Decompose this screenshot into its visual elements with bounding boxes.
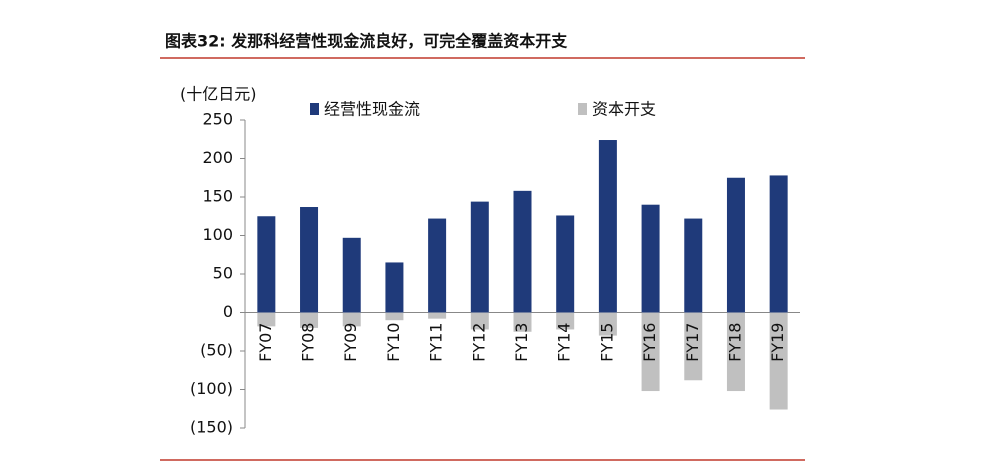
legend-label: 资本开支 <box>592 100 656 119</box>
legend-swatch <box>578 103 587 115</box>
bar <box>641 204 660 313</box>
x-tick-label: FY16 <box>640 323 659 362</box>
x-tick-label: FY14 <box>555 323 574 362</box>
bar <box>726 312 745 392</box>
chart-title: 图表32: 发那科经营性现金流良好，可完全覆盖资本开支 <box>165 32 568 51</box>
x-tick-label: FY13 <box>512 323 531 362</box>
y-tick-label: (150) <box>190 418 233 437</box>
bar <box>428 218 447 313</box>
bar <box>257 312 276 327</box>
y-tick-label: 0 <box>223 302 233 321</box>
x-tick-label: FY18 <box>725 323 744 362</box>
bar <box>342 237 361 313</box>
y-tick-label: 100 <box>202 225 233 244</box>
y-tick-label: 200 <box>202 148 233 167</box>
bar <box>300 207 319 313</box>
legend-swatch <box>310 103 319 115</box>
bar <box>684 312 703 381</box>
bar <box>385 262 404 313</box>
bar <box>513 312 532 332</box>
bar <box>342 312 361 327</box>
bar <box>513 190 532 313</box>
bar <box>641 312 660 392</box>
y-tick-label: (50) <box>200 341 233 360</box>
x-tick-label: FY07 <box>256 323 275 362</box>
bar <box>598 140 617 313</box>
bar <box>257 216 276 313</box>
bar <box>684 218 703 313</box>
x-tick-label: FY08 <box>299 323 318 362</box>
bar <box>769 312 788 410</box>
bar <box>556 215 575 313</box>
y-tick-label: 250 <box>202 110 233 129</box>
y-tick-label: (100) <box>190 379 233 398</box>
y-axis-label: (十亿日元) <box>180 85 257 104</box>
x-tick-label: FY09 <box>341 323 360 362</box>
bar <box>470 312 489 330</box>
bar <box>598 312 617 336</box>
bar <box>556 312 575 330</box>
x-tick-label: FY11 <box>427 323 446 362</box>
legend-label: 经营性现金流 <box>324 100 420 119</box>
x-tick-label: FY10 <box>384 323 403 362</box>
x-tick-label: FY19 <box>768 323 787 362</box>
x-tick-label: FY17 <box>683 323 702 362</box>
y-tick-label: 50 <box>213 264 233 283</box>
x-tick-label: FY12 <box>469 323 488 362</box>
y-tick-label: 150 <box>202 187 233 206</box>
bar <box>726 177 745 313</box>
bar <box>428 312 447 319</box>
bar <box>385 312 404 321</box>
bar <box>769 175 788 313</box>
bar <box>300 312 319 328</box>
x-tick-label: FY15 <box>597 323 616 362</box>
bar <box>470 201 489 313</box>
